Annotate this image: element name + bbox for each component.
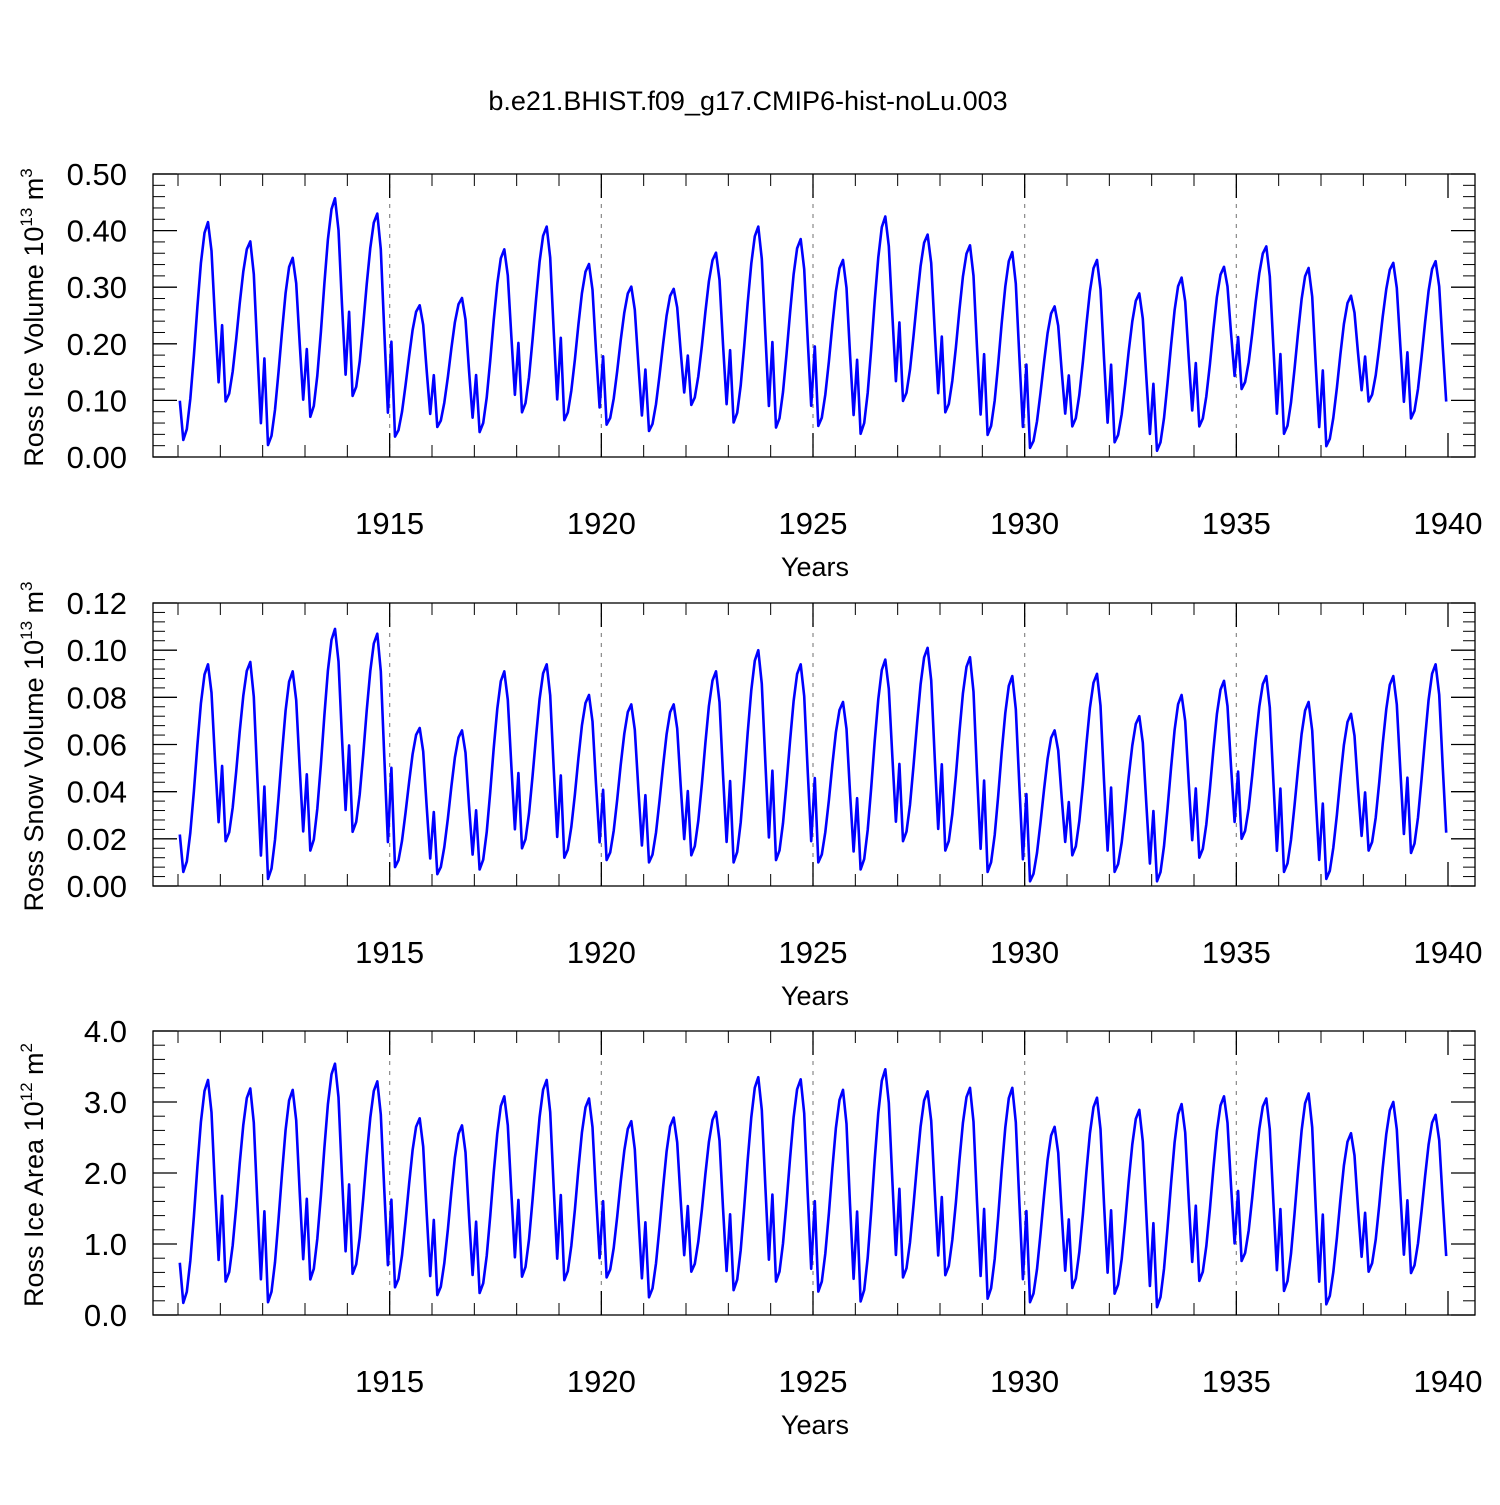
x-tick-label: 1915: [355, 1364, 424, 1399]
y-tick-label: 3.0: [84, 1085, 127, 1120]
y-tick-label: 0.20: [67, 327, 127, 362]
y-axis-label-unit: m: [19, 591, 49, 621]
x-tick-label: 1920: [567, 506, 636, 541]
y-axis-label-unit: m: [19, 178, 49, 208]
series-line: [178, 197, 1448, 453]
x-tick-label: 1925: [779, 506, 848, 541]
y-tick-label: 0.50: [67, 157, 127, 192]
x-tick-label: 1915: [355, 935, 424, 970]
y-tick-label: 0.0: [84, 1298, 127, 1333]
y-axis-label: Ross Ice Area 1012 m2: [17, 1043, 49, 1307]
chart-title: b.e21.BHIST.f09_g17.CMIP6-hist-noLu.003: [488, 86, 1007, 116]
y-tick-label: 0.06: [67, 728, 127, 763]
x-tick-label: 1940: [1414, 935, 1483, 970]
y-tick-label: 0.04: [67, 775, 127, 810]
y-axis-label-main: Ross Ice Volume 10: [19, 227, 49, 467]
x-tick-label: 1930: [990, 1364, 1059, 1399]
x-axis-label: Years: [781, 552, 849, 582]
y-axis-label-unit-exponent: 3: [17, 168, 36, 177]
x-tick-label: 1930: [990, 506, 1059, 541]
y-tick-label: 0.00: [67, 869, 127, 904]
y-tick-label: 0.08: [67, 680, 127, 715]
chart-panel-ross-snow-volume: 0.00 0.02 0.04 0.06 0.08 0.10 0.12 1915 1920 1925…: [17, 581, 1482, 1011]
series-line: [178, 1062, 1448, 1309]
x-tick-label: 1940: [1414, 506, 1483, 541]
y-tick-label: 0.02: [67, 822, 127, 857]
x-tick-label: 1915: [355, 506, 424, 541]
y-tick-label: 0.10: [67, 633, 127, 668]
y-axis-label-exponent: 13: [17, 208, 36, 227]
x-tick-label: 1920: [567, 1364, 636, 1399]
y-axis-label-exponent: 13: [17, 621, 36, 640]
y-axis-label-unit-exponent: 3: [17, 581, 36, 590]
y-axis-label-main: Ross Snow Volume 10: [19, 640, 49, 912]
y-axis-label: Ross Ice Volume 1013 m3: [17, 168, 49, 467]
series-line: [178, 627, 1448, 883]
x-tick-label: 1920: [567, 935, 636, 970]
x-tick-label: 1935: [1202, 506, 1271, 541]
x-axis-label: Years: [781, 1410, 849, 1440]
y-tick-label: 2.0: [84, 1156, 127, 1191]
y-tick-label: 0.40: [67, 214, 127, 249]
x-tick-label: 1925: [779, 1364, 848, 1399]
x-tick-label: 1935: [1202, 1364, 1271, 1399]
y-axis-label: Ross Snow Volume 1013 m3: [17, 581, 49, 911]
y-tick-label: 4.0: [84, 1014, 127, 1049]
chart-panel-ross-ice-volume: 0.00 0.10 0.20 0.30 0.40 0.50 1915 1920 1925 1930…: [17, 157, 1482, 582]
x-tick-label: 1935: [1202, 935, 1271, 970]
x-tick-label: 1930: [990, 935, 1059, 970]
x-axis-label: Years: [781, 981, 849, 1011]
x-tick-label: 1925: [779, 935, 848, 970]
chart-panel-ross-ice-area: 0.0 1.0 2.0 3.0 4.0 1915 1920 1925 1930 1935 1940 Y…: [17, 1014, 1482, 1440]
y-axis-label-main: Ross Ice Area 10: [19, 1101, 49, 1307]
y-axis-label-unit-exponent: 2: [17, 1043, 36, 1052]
y-tick-label: 0.12: [67, 586, 127, 621]
y-axis-label-unit: m: [19, 1052, 49, 1082]
y-tick-label: 1.0: [84, 1227, 127, 1262]
x-tick-label: 1940: [1414, 1364, 1483, 1399]
y-axis-label-exponent: 12: [17, 1082, 36, 1101]
plot-frame: [152, 173, 1476, 458]
y-tick-label: 0.10: [67, 383, 127, 418]
y-tick-label: 0.30: [67, 270, 127, 305]
y-tick-label: 0.00: [67, 440, 127, 475]
